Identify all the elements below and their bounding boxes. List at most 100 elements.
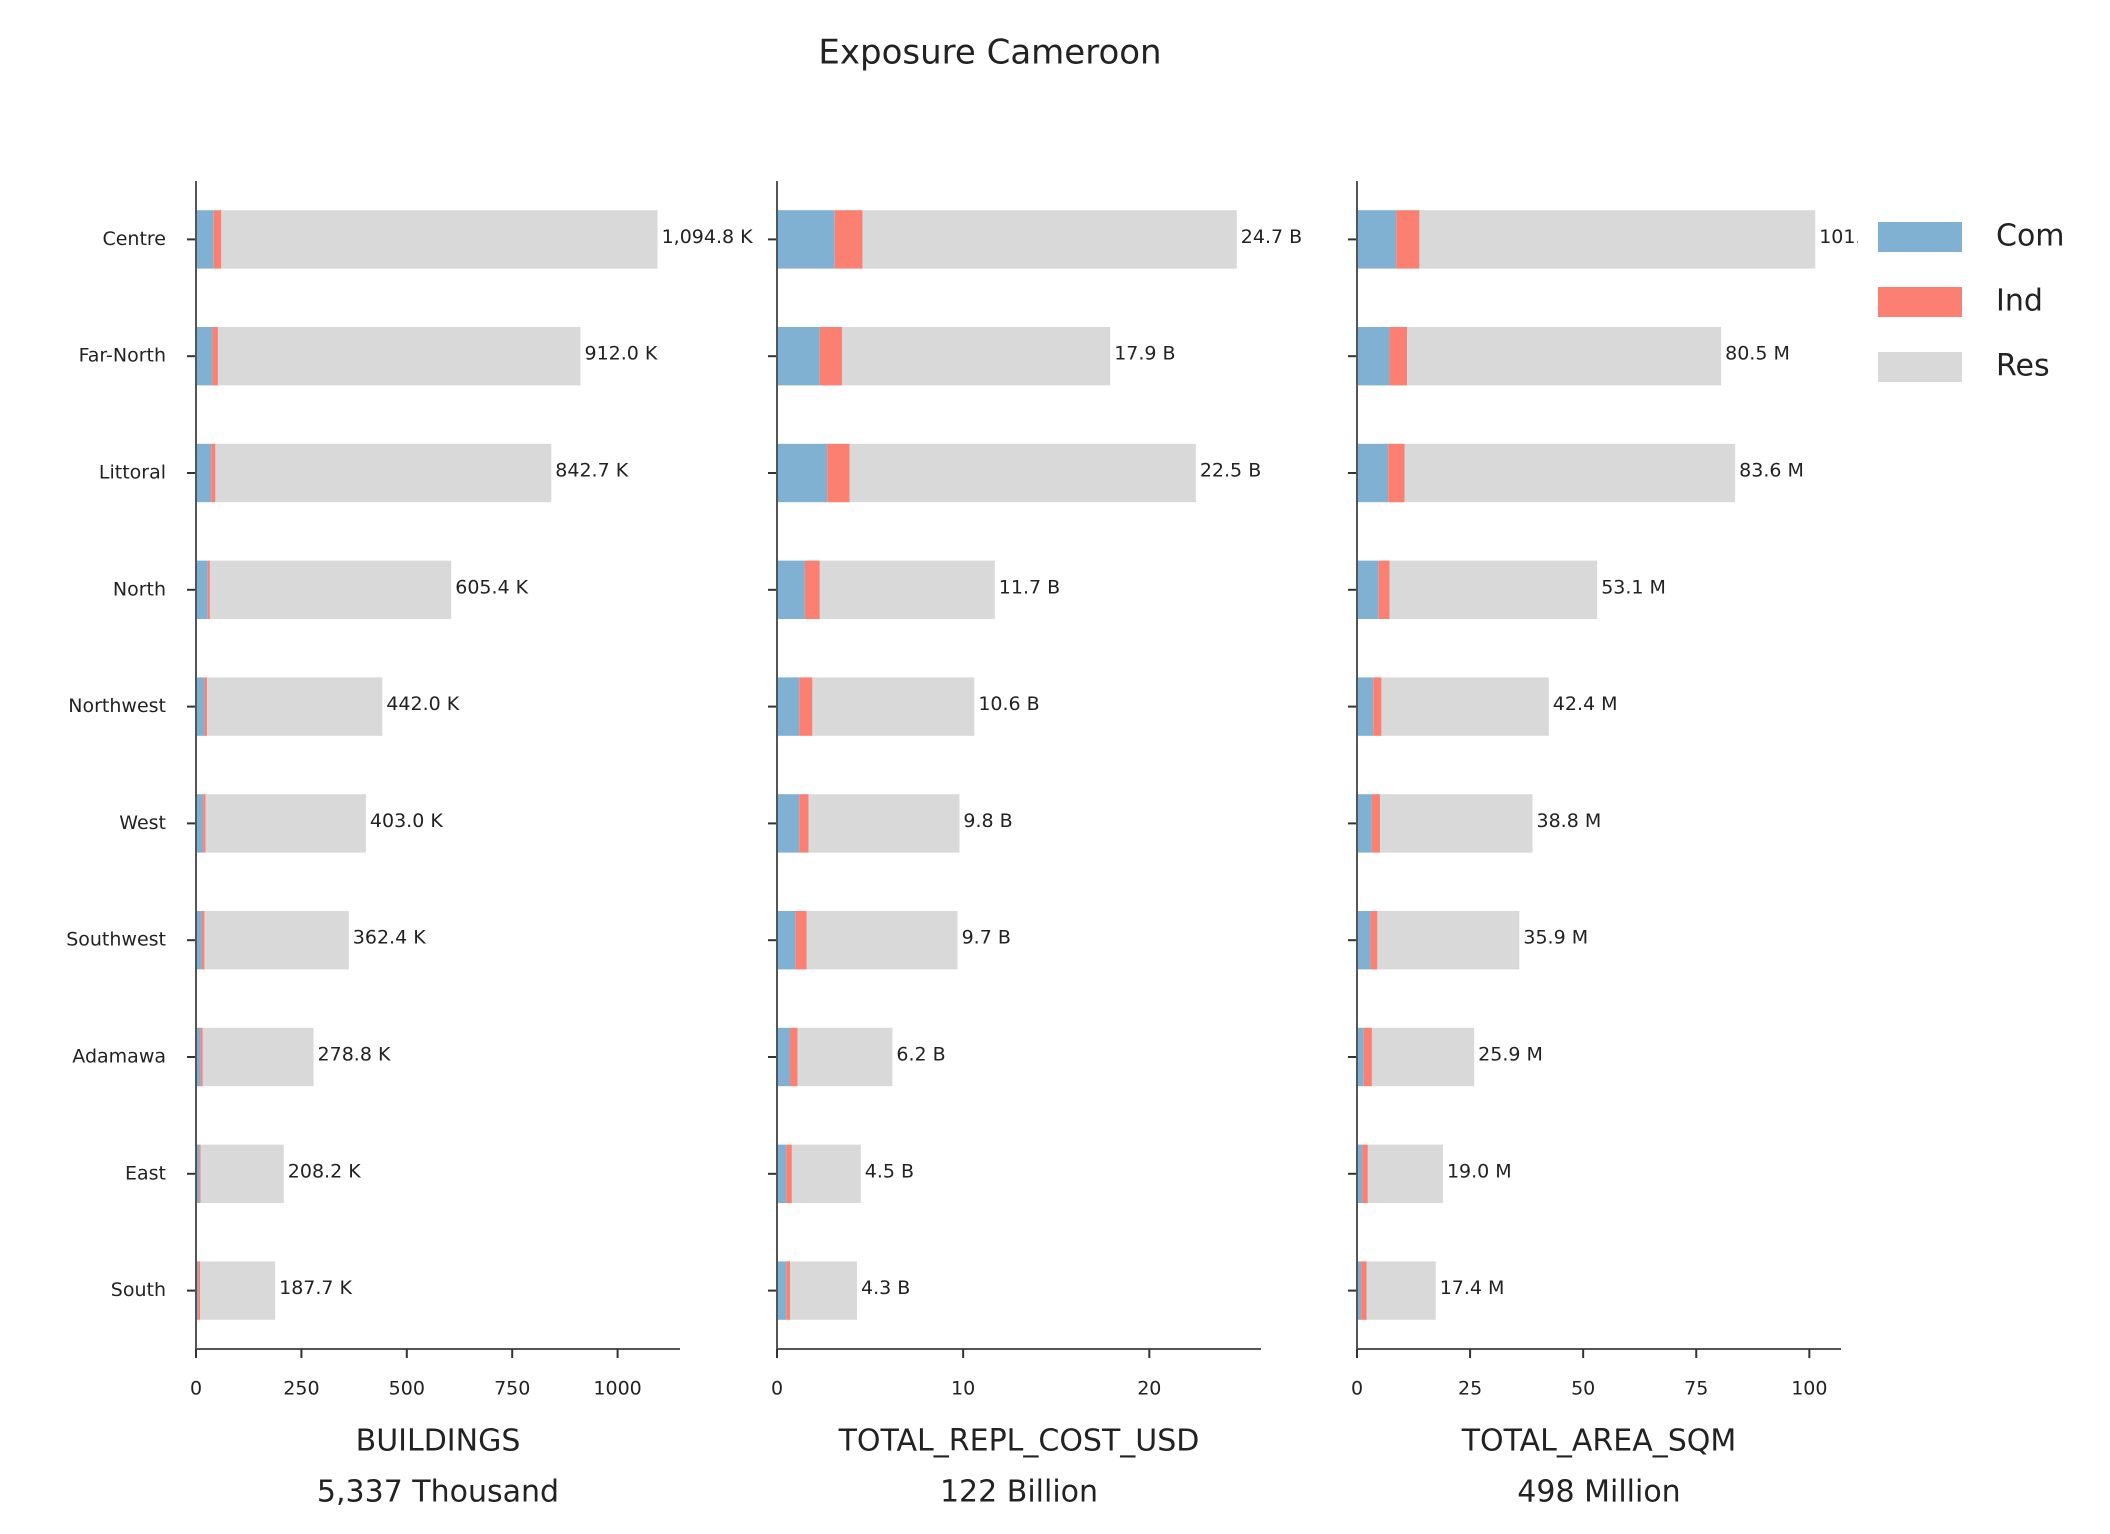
bar-segment xyxy=(1378,560,1390,619)
bar-segment xyxy=(862,210,1237,269)
bar-segment xyxy=(777,327,820,386)
bar-segment xyxy=(196,1144,200,1203)
bar-segment xyxy=(215,443,552,503)
bar-segment xyxy=(196,443,212,503)
x-tick-label: 0 xyxy=(1351,1378,1363,1400)
bar-segment xyxy=(209,560,452,619)
x-tick-label: 1000 xyxy=(593,1378,641,1400)
value-label: 17.9 B xyxy=(1114,343,1175,365)
y-tick-label: East xyxy=(125,1162,166,1184)
bar-segment xyxy=(1388,443,1405,503)
legend-layer: Com Ind Res xyxy=(1858,205,2108,400)
bar-segment xyxy=(1357,443,1389,503)
bar-segment xyxy=(1377,911,1520,970)
x-tick-label: 0 xyxy=(771,1378,783,1400)
bar-segment xyxy=(1357,1144,1363,1203)
bar-segment xyxy=(200,1144,284,1203)
bar-segment xyxy=(777,677,800,736)
bar-segment xyxy=(1396,210,1420,269)
bar-segment xyxy=(777,1144,787,1203)
value-label: 17.4 M xyxy=(1440,1277,1505,1299)
bar-segment xyxy=(777,911,796,970)
value-label: 53.1 M xyxy=(1601,576,1666,598)
value-label: 11.7 B xyxy=(999,576,1060,598)
x-tick-label: 75 xyxy=(1684,1378,1708,1400)
bars-layer xyxy=(196,210,1816,1320)
bar-segment xyxy=(808,794,960,853)
bar-segment xyxy=(797,1027,893,1087)
bar-segment xyxy=(196,210,214,269)
x-tick-label: 10 xyxy=(951,1378,975,1400)
x-tick-label: 20 xyxy=(1137,1378,1161,1400)
x-tick-label: 250 xyxy=(283,1378,319,1400)
bar-segment xyxy=(196,1027,201,1087)
bar-segment xyxy=(1380,794,1533,853)
bar-segment xyxy=(1357,677,1374,736)
value-label: 208.2 K xyxy=(288,1160,361,1182)
x-tick-label: 750 xyxy=(494,1378,530,1400)
bar-segment xyxy=(1357,327,1390,386)
value-label: 35.9 M xyxy=(1523,927,1588,949)
value-label: 842.7 K xyxy=(555,460,628,482)
bar-segment xyxy=(1357,1027,1364,1087)
bar-segment xyxy=(791,1144,861,1203)
value-label: 4.5 B xyxy=(865,1160,914,1182)
bar-segment xyxy=(812,677,975,736)
bar-segment xyxy=(790,1027,798,1087)
bar-segment xyxy=(196,677,205,736)
bar-segment xyxy=(1363,1027,1372,1087)
value-label: 442.0 K xyxy=(386,693,459,715)
bar-segment xyxy=(842,327,1111,386)
value-label: 1,094.8 K xyxy=(662,226,754,248)
y-tick-label: Northwest xyxy=(68,695,166,717)
value-label: 912.0 K xyxy=(585,343,658,365)
bar-segment xyxy=(1357,1261,1362,1320)
x-axis-label: BUILDINGS xyxy=(356,1424,521,1459)
bar-segment xyxy=(777,560,805,619)
labels-layer: 1,094.8 K 912.0 K 842.7 K 605.4 K 442.0 K 403… xyxy=(279,226,1896,1299)
bar-segment xyxy=(200,1027,203,1087)
legend-swatch xyxy=(1878,222,1962,252)
bar-segment xyxy=(1370,911,1378,970)
bar-segment xyxy=(1357,911,1371,970)
bar-segment xyxy=(204,911,349,970)
value-label: 605.4 K xyxy=(455,576,528,598)
value-label: 9.8 B xyxy=(963,810,1012,832)
x-tick-label: 0 xyxy=(190,1378,202,1400)
y-tick-label: West xyxy=(119,812,166,834)
bar-segment xyxy=(849,443,1196,503)
value-label: 4.3 B xyxy=(861,1277,910,1299)
bar-segment xyxy=(786,1144,792,1203)
bar-segment xyxy=(196,911,202,970)
bar-segment xyxy=(827,443,850,503)
bar-segment xyxy=(1371,1027,1475,1087)
x-axis-note: 498 Million xyxy=(1517,1475,1680,1510)
bar-segment xyxy=(777,1261,787,1320)
bar-segment xyxy=(1407,327,1722,386)
bar-segment xyxy=(196,560,208,619)
y-tick-label: Adamawa xyxy=(72,1046,166,1068)
bar-segment xyxy=(205,794,366,853)
value-label: 24.7 B xyxy=(1241,226,1302,248)
bar-segment xyxy=(777,794,800,853)
bar-segment xyxy=(790,1261,858,1320)
bar-segment xyxy=(777,443,828,503)
value-label: 83.6 M xyxy=(1739,460,1804,482)
bar-segment xyxy=(799,794,809,853)
legend-label: Res xyxy=(1996,349,2050,384)
value-label: 42.4 M xyxy=(1553,693,1618,715)
x-tick-label: 100 xyxy=(1791,1378,1827,1400)
bar-segment xyxy=(799,677,813,736)
bar-segment xyxy=(1373,677,1382,736)
bar-segment xyxy=(1357,560,1379,619)
legend-swatch xyxy=(1878,287,1962,317)
bar-segment xyxy=(206,677,383,736)
bar-segment xyxy=(806,911,958,970)
bar-segment xyxy=(202,1027,314,1087)
x-tick-label: 50 xyxy=(1571,1378,1595,1400)
bar-segment xyxy=(201,911,205,970)
bar-segment xyxy=(819,560,995,619)
bar-segment xyxy=(213,210,222,269)
value-label: 38.8 M xyxy=(1537,810,1602,832)
bar-segment xyxy=(200,1261,276,1320)
